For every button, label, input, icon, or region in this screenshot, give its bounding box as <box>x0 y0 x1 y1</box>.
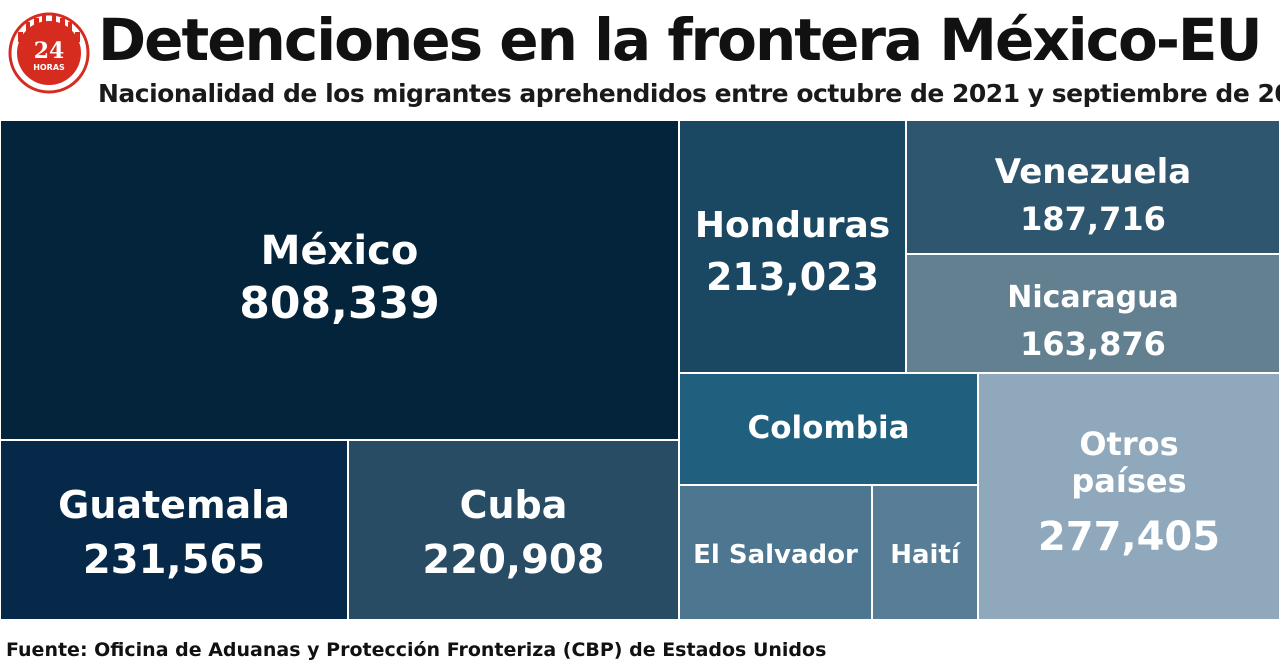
tile-value: 231,565 <box>82 537 266 584</box>
treemap-tile-otros-pa-ses: Otros países 277,405 <box>978 373 1280 620</box>
treemap-tile-m-xico: México 808,339 <box>0 120 679 440</box>
treemap-tile-honduras: Honduras 213,023 <box>679 120 906 373</box>
tile-value: 163,876 <box>1020 325 1166 363</box>
tile-label: Honduras <box>694 205 891 246</box>
tile-value: 277,405 <box>1037 513 1221 560</box>
tile-label: Cuba <box>459 483 568 527</box>
tile-value: 808,339 <box>239 278 440 329</box>
tile-value: 213,023 <box>705 255 880 300</box>
tile-label: México <box>260 228 419 274</box>
treemap: México 808,339 Guatemala 231,565 Cuba 220,908… <box>0 120 1280 620</box>
tile-label: Haití <box>890 540 960 570</box>
24-horas-logo: 24 HORAS <box>8 12 90 94</box>
treemap-tile-el-salvador: El Salvador <box>679 485 872 620</box>
tile-label: Venezuela <box>994 152 1192 192</box>
tile-label: Nicaragua <box>1007 280 1179 315</box>
tile-value: 187,716 <box>1020 199 1166 238</box>
treemap-tile-cuba: Cuba 220,908 <box>348 440 679 620</box>
treemap-tile-guatemala: Guatemala 231,565 <box>0 440 348 620</box>
svg-text:HORAS: HORAS <box>33 63 65 72</box>
chart-subtitle: Nacionalidad de los migrantes aprehendid… <box>98 79 1280 108</box>
tile-label: Otros países <box>1071 425 1187 500</box>
tile-label: Guatemala <box>58 483 290 527</box>
tile-label: Colombia <box>747 410 910 446</box>
chart-title: Detenciones en la frontera México-EU <box>98 6 1263 74</box>
svg-text:24: 24 <box>34 38 65 64</box>
source-note: Fuente: Oficina de Aduanas y Protección … <box>6 639 827 661</box>
treemap-tile-venezuela: Venezuela 187,716 <box>906 120 1280 254</box>
treemap-tile-hait: Haití <box>872 485 978 620</box>
tile-label: El Salvador <box>693 540 858 570</box>
treemap-tile-nicaragua: Nicaragua 163,876 <box>906 254 1280 373</box>
tile-value: 220,908 <box>422 537 605 584</box>
treemap-tile-colombia: Colombia <box>679 373 978 485</box>
